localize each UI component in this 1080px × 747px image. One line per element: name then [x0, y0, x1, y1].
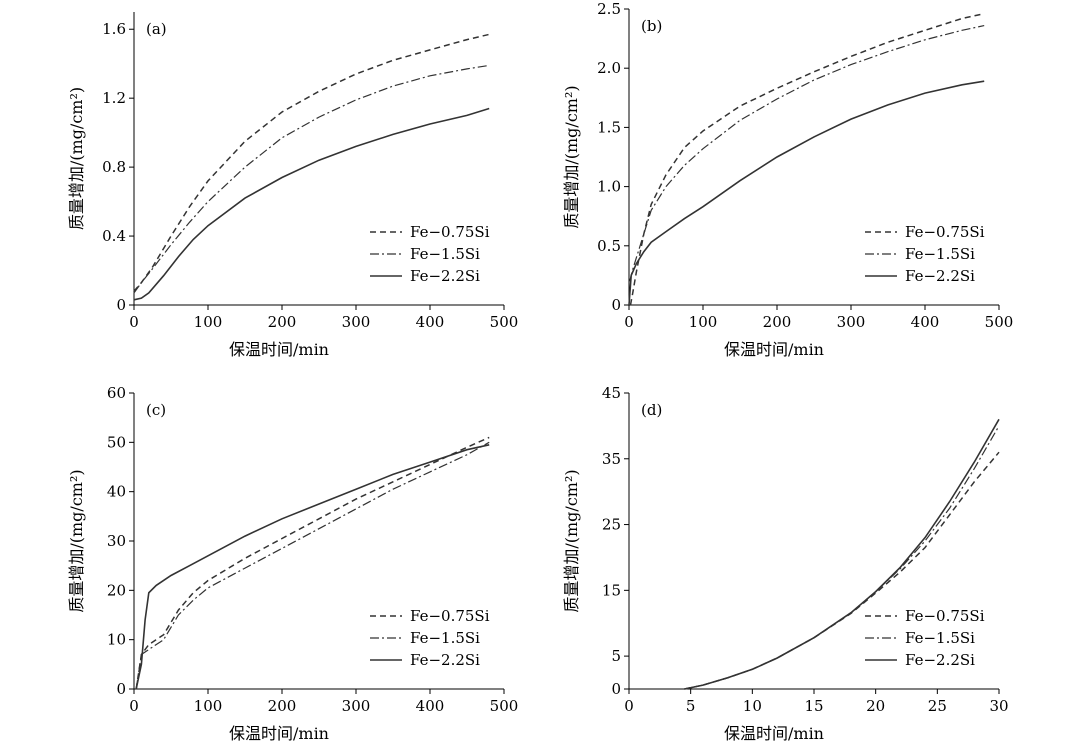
x-axis-title: 保温时间/min — [724, 340, 824, 359]
x-tick-label: 200 — [763, 313, 792, 331]
y-tick-label: 40 — [107, 483, 126, 501]
x-axis-title: 保温时间/min — [724, 724, 824, 743]
x-tick-label: 100 — [194, 697, 223, 715]
chart-panel-d: 0 5 10 15 20 25 30 0 5 15 25 35 45 (d) 保温时间/min 质量增加/(m… — [562, 384, 1009, 743]
x-tick-label: 500 — [490, 313, 519, 331]
y-tick-label: 25 — [602, 516, 621, 534]
legend-label: Fe−0.75Si — [410, 223, 490, 241]
legend-label: Fe−2.2Si — [905, 267, 975, 285]
y-axis-title: 质量增加/(mg/cm²) — [562, 85, 581, 228]
x-tick-label: 25 — [928, 697, 947, 715]
y-tick-label: 20 — [107, 581, 126, 599]
x-tick-label: 300 — [837, 313, 866, 331]
y-tick-label: 1.0 — [597, 178, 621, 196]
legend-label: Fe−2.2Si — [905, 651, 975, 669]
y-tick-label: 30 — [107, 532, 126, 550]
series-line-solid — [133, 107, 490, 301]
series-line-solid — [628, 80, 985, 306]
x-tick-label: 30 — [989, 697, 1008, 715]
x-axis-title: 保温时间/min — [229, 340, 329, 359]
y-axis-title: 质量增加/(mg/cm²) — [67, 87, 86, 230]
y-tick-label: 60 — [107, 384, 126, 402]
x-tick-label: 200 — [268, 313, 297, 331]
legend-label: Fe−0.75Si — [905, 223, 985, 241]
panel-label: (a) — [146, 20, 167, 38]
series-line-dashdot — [135, 441, 490, 690]
x-tick-label: 300 — [342, 313, 371, 331]
series-line-dashdot — [629, 25, 985, 282]
x-tick-label: 100 — [689, 313, 718, 331]
x-tick-label: 0 — [624, 697, 634, 715]
legend-label: Fe−1.5Si — [905, 245, 975, 263]
y-tick-label: 50 — [107, 433, 126, 451]
chart-panel-a: 0 100 200 300 400 500 0 0.4 0.8 1.2 1.6 (a) 保温时间/min… — [67, 12, 518, 359]
x-tick-label: 20 — [866, 697, 885, 715]
x-tick-label: 500 — [985, 313, 1014, 331]
y-tick-label: 45 — [602, 384, 621, 402]
x-tick-label: 0 — [624, 313, 634, 331]
y-tick-label: 0.5 — [597, 237, 621, 255]
x-tick-label: 100 — [194, 313, 223, 331]
y-tick-label: 0 — [611, 296, 621, 314]
y-tick-label: 15 — [602, 581, 621, 599]
x-tick-label: 500 — [490, 697, 519, 715]
x-tick-label: 400 — [416, 697, 445, 715]
y-tick-label: 0.4 — [102, 227, 126, 245]
y-tick-label: 2.5 — [597, 0, 621, 18]
legend-label: Fe−2.2Si — [410, 267, 480, 285]
y-tick-label: 0 — [116, 680, 126, 698]
series-line-dashed — [133, 33, 490, 292]
panel-label: (d) — [641, 401, 662, 419]
legend-label: Fe−1.5Si — [410, 245, 480, 263]
y-tick-label: 10 — [107, 631, 126, 649]
y-tick-label: 5 — [611, 647, 621, 665]
x-axis-title: 保温时间/min — [229, 724, 329, 743]
y-tick-label: 2.0 — [597, 59, 621, 77]
y-axis-title: 质量增加/(mg/cm²) — [562, 469, 581, 612]
series-line-solid — [135, 444, 490, 690]
series-line-dashed — [629, 12, 985, 306]
series-line-dashed — [135, 436, 490, 690]
x-tick-label: 0 — [129, 697, 139, 715]
y-axis-title: 质量增加/(mg/cm²) — [67, 469, 86, 612]
legend-label: Fe−1.5Si — [410, 629, 480, 647]
series-line-solid — [684, 418, 1000, 690]
y-tick-label: 1.5 — [597, 118, 621, 136]
x-tick-label: 0 — [129, 313, 139, 331]
legend-label: Fe−0.75Si — [905, 607, 985, 625]
x-tick-label: 300 — [342, 697, 371, 715]
x-tick-label: 10 — [743, 697, 762, 715]
x-tick-label: 15 — [804, 697, 823, 715]
y-tick-label: 0 — [116, 296, 126, 314]
series-line-dashdot — [684, 425, 1000, 690]
chart-panel-c: 0 100 200 300 400 500 0 10 20 30 40 50 60 (c) 保温时间/min… — [67, 384, 518, 743]
y-tick-label: 0 — [611, 680, 621, 698]
series-line-dashdot — [133, 64, 490, 294]
x-tick-label: 400 — [911, 313, 940, 331]
panel-label: (c) — [146, 401, 166, 419]
y-tick-label: 35 — [602, 450, 621, 468]
legend-label: Fe−0.75Si — [410, 607, 490, 625]
x-tick-label: 400 — [416, 313, 445, 331]
y-tick-label: 1.2 — [102, 89, 126, 107]
y-tick-label: 0.8 — [102, 158, 126, 176]
legend-label: Fe−2.2Si — [410, 651, 480, 669]
y-tick-label: 1.6 — [102, 20, 126, 38]
x-tick-label: 200 — [268, 697, 297, 715]
legend-label: Fe−1.5Si — [905, 629, 975, 647]
panel-label: (b) — [641, 17, 662, 35]
chart-panel-b: 0 100 200 300 400 500 0 0.5 1.0 1.5 2.0 2.5 (b) 保温时间/… — [562, 0, 1013, 359]
x-tick-label: 5 — [686, 697, 696, 715]
